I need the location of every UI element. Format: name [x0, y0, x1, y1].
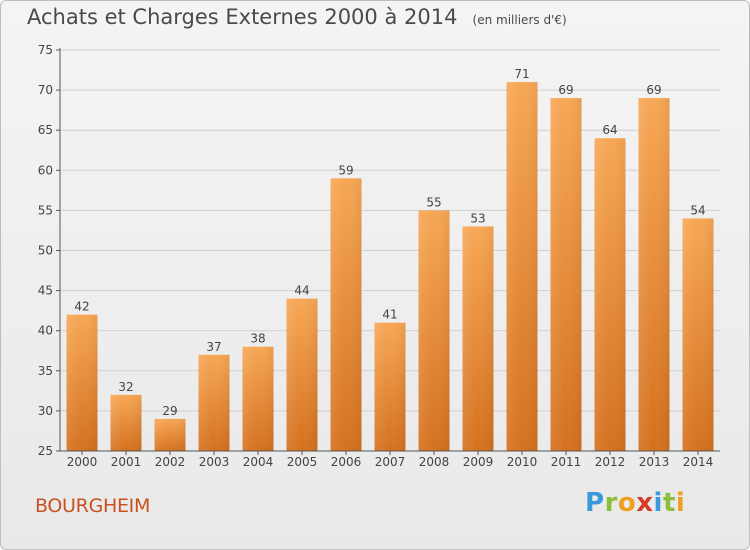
x-tick-label: 2010 — [507, 455, 538, 469]
y-tick-label: 65 — [38, 123, 53, 137]
data-label: 54 — [690, 203, 705, 217]
commune-name: BOURGHEIM — [35, 495, 151, 517]
y-tick-label: 75 — [38, 43, 53, 57]
data-label: 38 — [250, 332, 265, 346]
y-tick-label: 50 — [38, 244, 53, 258]
y-tick-label: 35 — [38, 364, 53, 378]
proxiti-logo: Proxiti — [585, 488, 686, 518]
x-tick-label: 2000 — [67, 455, 98, 469]
data-label: 69 — [646, 83, 661, 97]
data-label: 71 — [514, 67, 529, 81]
bar-shine — [154, 418, 186, 451]
y-tick-label: 25 — [38, 444, 53, 458]
data-label: 59 — [338, 163, 353, 177]
y-tick-label: 30 — [38, 404, 53, 418]
y-tick-label: 60 — [38, 163, 53, 177]
data-label: 69 — [558, 83, 573, 97]
x-tick-label: 2004 — [243, 455, 274, 469]
x-tick-label: 2012 — [595, 455, 626, 469]
x-tick-label: 2009 — [463, 455, 494, 469]
bar-shine — [330, 178, 362, 451]
bar-shine — [286, 298, 318, 451]
x-tick-label: 2013 — [639, 455, 670, 469]
chart-title: Achats et Charges Externes 2000 à 2014 — [27, 5, 458, 29]
y-tick-label: 45 — [38, 284, 53, 298]
x-tick-label: 2001 — [111, 455, 142, 469]
bar-shine — [418, 210, 450, 451]
y-tick-label: 55 — [38, 203, 53, 217]
x-tick-label: 2007 — [375, 455, 406, 469]
chart-header: Achats et Charges Externes 2000 à 2014 (… — [27, 5, 567, 29]
x-tick-label: 2003 — [199, 455, 230, 469]
bar-shine — [550, 98, 582, 452]
data-label: 32 — [118, 380, 133, 394]
bar-shine — [462, 226, 494, 451]
bar-shine — [638, 98, 670, 452]
chart-subtitle: (en milliers d'€) — [472, 13, 567, 27]
y-tick-label: 40 — [38, 324, 53, 338]
x-tick-label: 2002 — [155, 455, 186, 469]
bar-shine — [374, 322, 406, 451]
y-tick-label: 70 — [38, 83, 53, 97]
x-tick-label: 2006 — [331, 455, 362, 469]
data-label: 42 — [74, 300, 89, 314]
bar-shine — [110, 394, 142, 451]
data-label: 53 — [470, 211, 485, 225]
bar-shine — [242, 346, 274, 451]
bar-shine — [506, 82, 538, 451]
bar-layer: 42 32 29 37 38 44 59 41 55 53 71 69 64 69 54 — [66, 67, 714, 452]
data-label: 64 — [602, 123, 617, 137]
bar-shine — [594, 138, 626, 451]
data-label: 29 — [162, 404, 177, 418]
bar-shine — [682, 218, 714, 451]
data-label: 44 — [294, 284, 309, 298]
axis-layer: 25 30 35 40 45 50 55 60 65 70 75 2000 2001 2002 2003 20… — [38, 43, 720, 469]
x-tick-label: 2005 — [287, 455, 318, 469]
bar-shine — [198, 354, 230, 451]
x-tick-label: 2011 — [551, 455, 582, 469]
data-label: 37 — [206, 340, 221, 354]
data-label: 41 — [382, 308, 397, 322]
bar-shine — [66, 314, 98, 451]
x-tick-label: 2008 — [419, 455, 450, 469]
data-label: 55 — [426, 195, 441, 209]
x-tick-label: 2014 — [683, 455, 714, 469]
